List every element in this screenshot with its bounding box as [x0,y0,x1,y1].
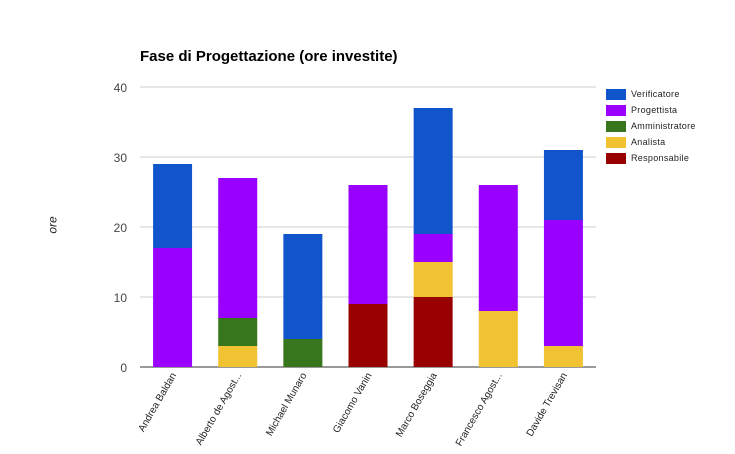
y-tick-label: 40 [114,81,128,95]
legend-label: Amministratore [631,121,696,131]
bar-segment [153,164,193,248]
chart-title: Fase di Progettazione (ore investite) [140,48,398,65]
y-tick-label: 0 [120,361,127,375]
bar-segment [283,234,323,339]
bar-segment [478,311,518,367]
bar-segment [543,346,583,367]
y-tick-label: 20 [114,221,128,235]
legend-label: Progettista [631,105,678,115]
legend-label: Verificatore [631,89,680,99]
bar-segment [478,185,518,311]
bar-segment [218,178,258,318]
y-tick-label: 30 [114,151,128,165]
bar-segment [413,297,453,367]
bar-segment [543,220,583,346]
bar-segment [543,150,583,220]
bar-segment [348,185,388,304]
y-tick-label: 10 [114,291,128,305]
bar-segment [413,234,453,262]
x-tick-label: Alberto de Agost... [194,371,244,447]
legend-item: Analista [606,134,696,150]
x-tick-label: Andrea Baldan [137,371,180,434]
bar-segment [218,318,258,346]
legend-item: Progettista [606,102,696,118]
legend-swatch [606,88,626,100]
legend-item: Amministratore [606,118,696,134]
legend-item: Responsabile [606,150,696,166]
legend-label: Analista [631,137,666,147]
bar-segment [413,108,453,234]
legend-swatch [606,104,626,116]
x-tick-label: Marco Boseggia [394,371,440,439]
x-tick-label: Davide Trevisan [525,371,570,439]
legend: Verificatore Progettista Amministratore Ana… [606,86,696,166]
x-tick-label: Giacomo Vanin [331,371,374,435]
legend-item: Verificatore [606,86,696,102]
bar-segment [413,262,453,297]
bar-segment [153,248,193,367]
legend-swatch [606,136,626,148]
legend-swatch [606,120,626,132]
legend-swatch [606,152,626,164]
x-tick-label: Francesco Agost... [454,371,505,448]
bar-segment [283,339,323,367]
bar-segment [218,346,258,367]
legend-label: Responsabile [631,153,690,163]
x-tick-label: Michael Munaro [264,371,309,438]
bar-segment [348,304,388,367]
